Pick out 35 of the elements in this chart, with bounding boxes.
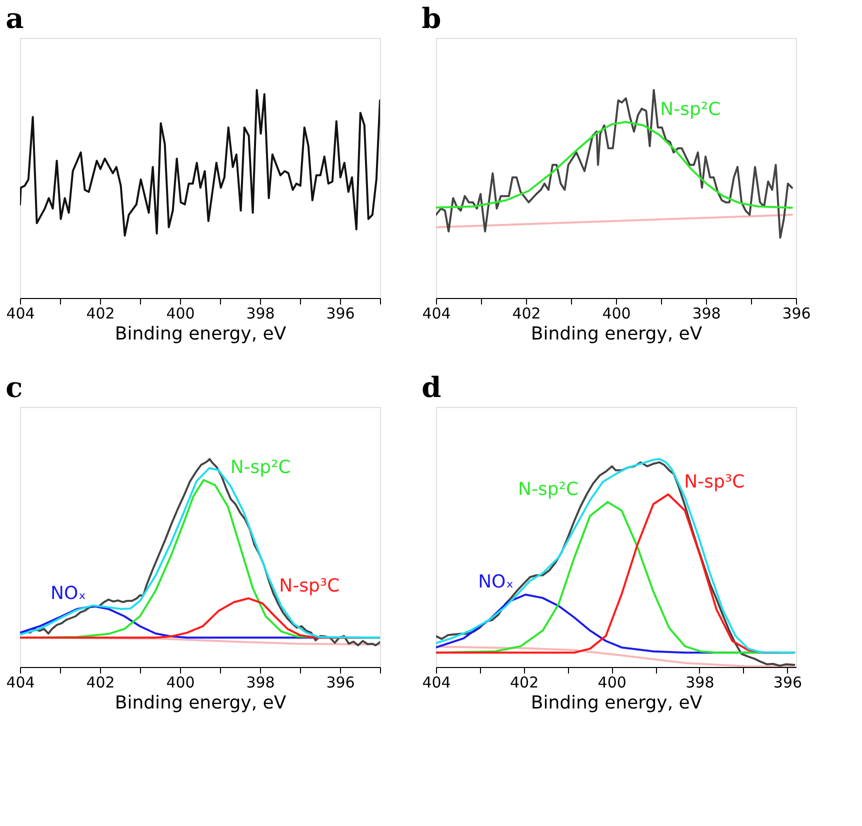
- x-axis-title: Binding energy, eV: [530, 692, 703, 714]
- series-label: N-sp³C: [279, 575, 340, 596]
- x-tick-label: 398: [246, 304, 275, 322]
- x-tick-label: 400: [602, 304, 631, 322]
- x-tick-label: 398: [692, 304, 721, 322]
- x-tick-label: 400: [598, 674, 626, 692]
- x-tick-label: 400: [166, 304, 195, 322]
- x-tick-label: 396: [773, 674, 802, 692]
- x-tick-label: 402: [86, 304, 115, 322]
- x-tick-label: 396: [782, 304, 811, 322]
- x-tick-label: 404: [422, 304, 451, 322]
- x-tick-label: 404: [6, 674, 35, 692]
- x-tick-label: 398: [246, 674, 275, 692]
- chart-title: b: [422, 2, 442, 35]
- chart-title: c: [6, 371, 23, 404]
- x-axis-title: Binding energy, eV: [114, 324, 287, 344]
- x-axis-title: Binding energy, eV: [114, 692, 287, 714]
- x-tick-label: 402: [510, 674, 539, 692]
- x-tick-label: 404: [6, 304, 35, 322]
- chart-title: a: [6, 2, 24, 35]
- x-tick-label: 404: [422, 674, 451, 692]
- x-tick-label: 396: [326, 304, 355, 322]
- series-label: N-sp³C: [684, 471, 745, 492]
- x-tick-label: 402: [512, 304, 541, 322]
- series-label: N-sp²C: [518, 479, 579, 500]
- x-tick-label: 396: [326, 674, 355, 692]
- chart-title: d: [422, 371, 442, 404]
- series-label: NOₓ: [478, 572, 514, 593]
- series-label: N-sp²C: [230, 457, 291, 478]
- x-axis-title: Binding energy, eV: [530, 324, 703, 344]
- x-tick-label: 400: [166, 674, 195, 692]
- x-tick-label: 398: [686, 674, 714, 692]
- series-label: N-sp²C: [660, 99, 721, 120]
- series-label: NOₓ: [50, 583, 86, 604]
- x-tick-label: 402: [86, 674, 115, 692]
